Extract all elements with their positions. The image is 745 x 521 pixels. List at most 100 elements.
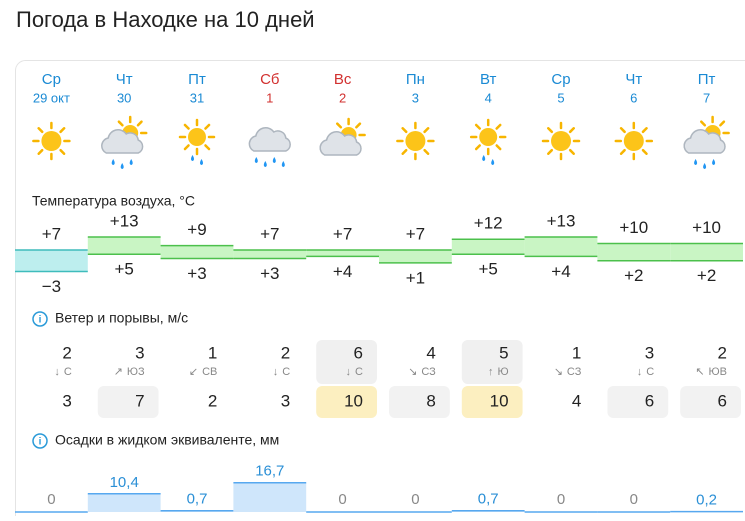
precipitation-label: 0 bbox=[557, 491, 565, 508]
temperature-min: −3 bbox=[42, 277, 61, 296]
gust-cell-bg bbox=[389, 386, 450, 418]
precipitation-label: 0 bbox=[338, 491, 346, 508]
page-title: Погода в Находке на 10 дней bbox=[16, 7, 315, 32]
temperature-band bbox=[233, 250, 306, 259]
gust-cell-bg bbox=[607, 386, 668, 418]
wind-speed: 2 bbox=[281, 343, 290, 362]
day-of-week: Вт bbox=[480, 71, 497, 88]
precipitation-label: 0 bbox=[630, 491, 638, 508]
wind-speed: 1 bbox=[208, 343, 217, 362]
wind-arrow: ↓ bbox=[637, 366, 643, 378]
temperature-max: +12 bbox=[474, 214, 503, 233]
wind-speed: 2 bbox=[718, 343, 727, 362]
day-date: 4 bbox=[485, 90, 492, 105]
temperature-max: +9 bbox=[187, 220, 206, 239]
temperature-max: +7 bbox=[260, 224, 279, 243]
svg-text:i: i bbox=[39, 437, 42, 448]
wind-arrow: ↖ bbox=[695, 366, 704, 378]
day-date: 1 bbox=[266, 90, 273, 105]
temperature-band bbox=[379, 250, 452, 263]
sun bbox=[405, 131, 425, 151]
day-of-week: Пт bbox=[188, 71, 206, 88]
temperature-band bbox=[525, 237, 598, 256]
precipitation-label: 0,7 bbox=[187, 491, 208, 508]
wind-direction-label: ЮВ bbox=[709, 366, 727, 378]
day-of-week: Чт bbox=[625, 71, 642, 88]
wind-speed: 1 bbox=[572, 343, 581, 362]
day-of-week: Вс bbox=[334, 71, 352, 88]
wind-direction-label: СЗ bbox=[421, 366, 436, 378]
wind-direction-label: С bbox=[646, 366, 654, 378]
wind-direction-label: С bbox=[282, 366, 290, 378]
wind-speed: 6 bbox=[354, 343, 363, 362]
sun bbox=[188, 128, 206, 146]
precipitation-label: 0 bbox=[47, 491, 55, 508]
day-of-week: Ср bbox=[551, 71, 570, 88]
gust-cell-bg bbox=[680, 386, 741, 418]
day-of-week: Сб bbox=[260, 71, 279, 88]
temperature-band bbox=[597, 244, 670, 261]
wind-arrow: ↓ bbox=[273, 366, 279, 378]
precipitation-bar bbox=[233, 483, 306, 512]
wind-direction-label: С bbox=[64, 366, 72, 378]
day-date: 31 bbox=[190, 90, 204, 105]
temperature-min: +2 bbox=[697, 266, 716, 285]
wind-speed: 4 bbox=[426, 343, 435, 362]
day-of-week: Пн bbox=[406, 71, 425, 88]
temperature-max: +10 bbox=[692, 218, 721, 237]
wind-arrow: ↓ bbox=[346, 366, 352, 378]
wind-direction: ↓С bbox=[273, 366, 291, 378]
day-date: 6 bbox=[630, 90, 637, 105]
temperature-band bbox=[15, 250, 88, 272]
temperature-band bbox=[452, 239, 525, 254]
temperature-min: +5 bbox=[479, 260, 498, 279]
sun bbox=[479, 128, 497, 146]
wind-direction: ↙СВ bbox=[189, 366, 218, 378]
precipitation-label: 0,7 bbox=[478, 491, 499, 508]
wind-arrow: ↗ bbox=[114, 366, 123, 378]
wind-title: Ветер и порывы, м/с bbox=[55, 310, 188, 326]
wind-direction-label: СВ bbox=[202, 366, 217, 378]
weather-icon bbox=[616, 123, 652, 159]
day-date: 5 bbox=[557, 90, 564, 105]
temperature-min: +1 bbox=[406, 268, 425, 287]
temperature-max: +7 bbox=[333, 224, 352, 243]
wind-direction: ↓С bbox=[54, 366, 72, 378]
precipitation-title: Осадки в жидком эквиваленте, мм bbox=[55, 432, 279, 448]
temperature-band bbox=[306, 250, 379, 256]
wind-gust: 3 bbox=[62, 391, 71, 410]
temperature-min: +4 bbox=[333, 262, 352, 281]
day-of-week: Пт bbox=[698, 71, 716, 88]
day-date: 30 bbox=[117, 90, 131, 105]
wind-speed: 5 bbox=[499, 343, 508, 362]
sun bbox=[41, 131, 61, 151]
temperature-min: +5 bbox=[115, 260, 134, 279]
temperature-max: +13 bbox=[547, 212, 576, 231]
wind-gust: 3 bbox=[281, 391, 290, 410]
sun bbox=[624, 131, 644, 151]
day-date: 3 bbox=[412, 90, 419, 105]
wind-gust: 10 bbox=[344, 391, 363, 410]
wind-arrow: ↘ bbox=[554, 366, 563, 378]
wind-direction-label: Ю bbox=[497, 366, 508, 378]
day-date: 29 окт bbox=[33, 90, 70, 105]
wind-direction-label: С bbox=[355, 366, 363, 378]
wind-direction: ↓С bbox=[637, 366, 655, 378]
temperature-band bbox=[670, 244, 743, 261]
wind-gust: 6 bbox=[718, 391, 727, 410]
svg-text:i: i bbox=[39, 315, 42, 326]
day-date: 2 bbox=[339, 90, 346, 105]
wind-direction: ↘ СЗ bbox=[554, 366, 582, 378]
wind-speed: 3 bbox=[135, 343, 144, 362]
temperature-min: +4 bbox=[551, 262, 570, 281]
wind-arrow: ↓ bbox=[54, 366, 60, 378]
temperature-max: +7 bbox=[406, 224, 425, 243]
wind-direction-label: СЗ bbox=[567, 366, 582, 378]
wind-speed: 2 bbox=[62, 343, 71, 362]
precipitation-bar bbox=[88, 494, 161, 512]
wind-direction-label: ЮЗ bbox=[127, 366, 145, 378]
wind-gust: 4 bbox=[572, 391, 581, 410]
temperature-band bbox=[161, 246, 234, 259]
wind-gust: 6 bbox=[645, 391, 654, 410]
